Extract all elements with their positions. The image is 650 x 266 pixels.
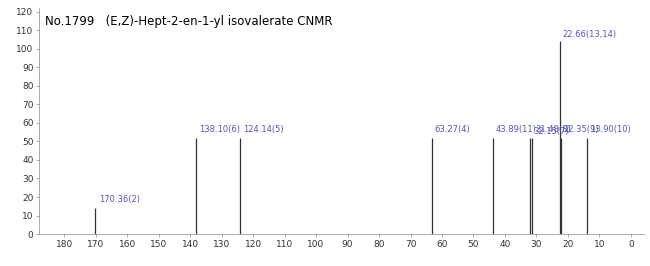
Text: 138.10(6): 138.10(6) <box>200 125 240 134</box>
Text: 22.66(13,14): 22.66(13,14) <box>563 31 617 39</box>
Text: 13.90(10): 13.90(10) <box>590 125 631 134</box>
Text: 63.27(4): 63.27(4) <box>435 125 471 134</box>
Text: 22.35(9): 22.35(9) <box>564 125 599 134</box>
Text: 124.14(5): 124.14(5) <box>243 125 284 134</box>
Text: 31.48(8): 31.48(8) <box>535 125 571 134</box>
Text: 43.89(11): 43.89(11) <box>496 125 537 134</box>
Text: 32.15(7): 32.15(7) <box>533 127 569 136</box>
Text: No.1799   (E,Z)-Hept-2-en-1-yl isovalerate CNMR: No.1799 (E,Z)-Hept-2-en-1-yl isovalerate… <box>45 15 333 28</box>
Text: 170.36(2): 170.36(2) <box>99 196 140 205</box>
